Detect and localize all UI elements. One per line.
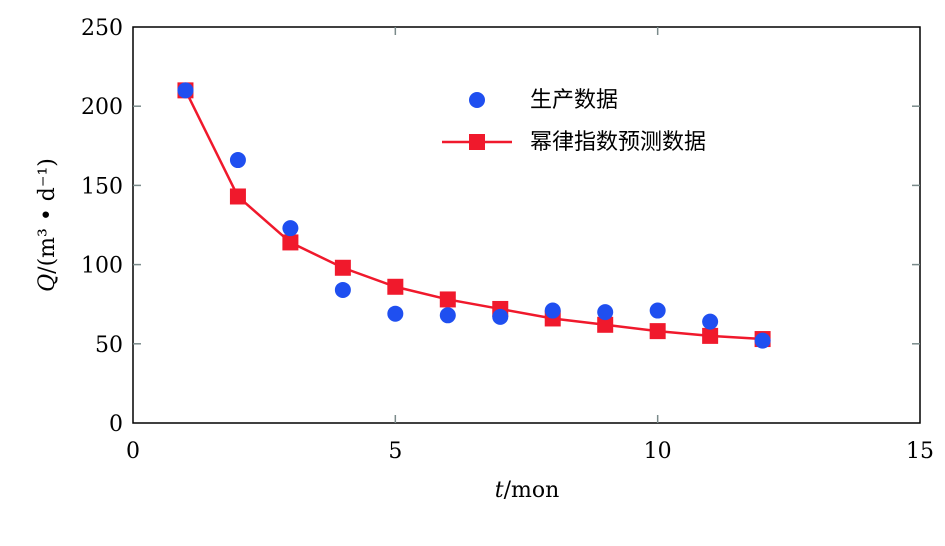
x-tick-label: 5	[388, 439, 402, 464]
x-tick-label: 10	[644, 439, 672, 464]
x-tick-label: 15	[906, 439, 934, 464]
production-point	[177, 82, 194, 99]
production-point	[439, 307, 456, 324]
y-axis-unit: /(m³ • d⁻¹)	[35, 158, 60, 274]
y-axis-title: Q/(m³ • d⁻¹)	[35, 158, 60, 292]
legend-label-production: 生产数据	[530, 88, 618, 113]
prediction-series-line	[184, 89, 763, 341]
legend-marker-production	[469, 92, 485, 108]
production-point	[702, 313, 719, 330]
prediction-point	[334, 259, 351, 276]
y-axis-symbol: Q	[35, 274, 60, 292]
legend-marker-prediction	[469, 134, 485, 150]
prediction-point	[439, 291, 456, 308]
x-axis-ticks: 0 5 10 15	[126, 27, 934, 464]
prediction-point	[597, 316, 614, 333]
y-axis-ticks: 0 50 100 150 200 250	[81, 16, 920, 437]
x-axis-title: t/mon	[495, 478, 560, 503]
series-layer	[177, 82, 771, 349]
prediction-point	[702, 327, 719, 344]
production-point	[597, 304, 614, 321]
prediction-point	[649, 323, 666, 340]
production-point	[229, 152, 246, 169]
production-point	[544, 302, 561, 319]
prediction-point	[229, 188, 246, 205]
y-tick-label: 50	[95, 333, 123, 358]
plot-frame	[132, 26, 921, 424]
legend-label-prediction: 幂律指数预测数据	[530, 130, 706, 155]
y-tick-label: 250	[81, 16, 123, 41]
x-axis-symbol: t	[495, 478, 504, 503]
y-tick-label: 0	[109, 412, 123, 437]
y-tick-label: 100	[81, 254, 123, 279]
y-tick-label: 150	[81, 174, 123, 199]
production-point	[649, 302, 666, 319]
y-tick-label: 200	[81, 95, 123, 120]
production-point	[334, 281, 351, 298]
production-point	[387, 305, 404, 322]
production-point	[754, 332, 771, 349]
production-point	[282, 220, 299, 237]
production-point	[492, 308, 509, 325]
prediction-point	[387, 278, 404, 295]
x-axis-unit: /mon	[504, 478, 560, 503]
x-tick-label: 0	[126, 439, 140, 464]
legend: 生产数据 幂律指数预测数据	[442, 88, 706, 155]
prediction-point	[282, 234, 299, 251]
